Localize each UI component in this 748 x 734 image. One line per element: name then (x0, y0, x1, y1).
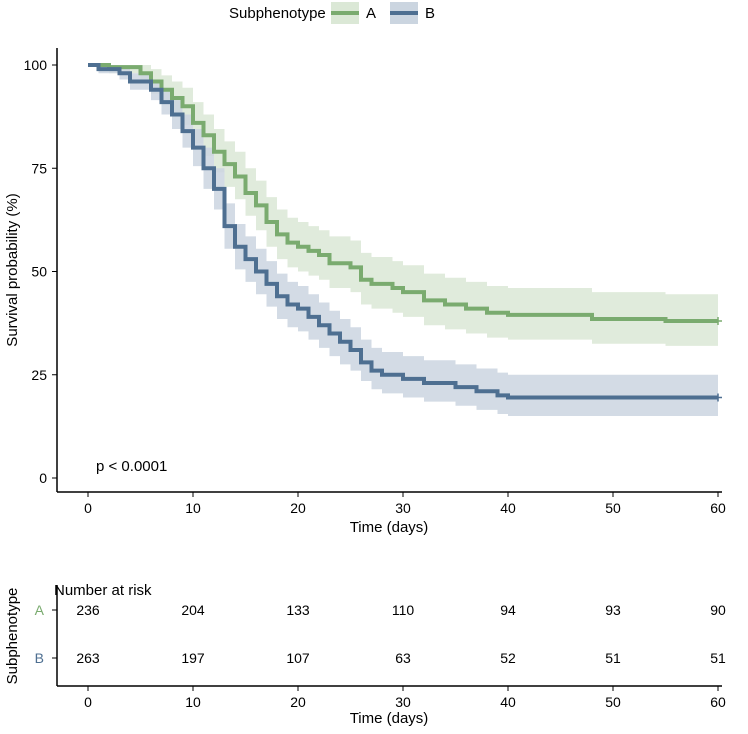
risk-value: 93 (605, 602, 621, 618)
y-tick-label: 25 (31, 367, 47, 383)
risk-value: 52 (500, 650, 516, 666)
censor-mark-a (714, 317, 722, 326)
y-axis-label: Survival probability (%) (4, 193, 21, 346)
y-tick-label: 75 (31, 160, 47, 176)
survival-curve-a (88, 63, 718, 324)
x-tick-label: 10 (185, 500, 201, 516)
risk-row-label-a: A (35, 602, 45, 618)
risk-row-label-b: B (35, 650, 44, 666)
risk-x-tick-label: 30 (395, 694, 411, 710)
risk-value: 94 (500, 602, 516, 618)
ci-band-b (88, 65, 718, 417)
risk-x-tick-label: 20 (290, 694, 306, 710)
survival-curve-b (88, 63, 718, 400)
risk-value: 63 (395, 650, 411, 666)
risk-value: 204 (181, 602, 205, 618)
risk-table-title: Number at risk (54, 582, 152, 599)
risk-value: 236 (76, 602, 100, 618)
y-tick-label: 0 (39, 470, 47, 486)
x-axis-label: Time (days) (350, 519, 429, 536)
risk-value: 110 (392, 602, 415, 618)
risk-value: 197 (181, 650, 205, 666)
x-tick-label: 50 (605, 500, 621, 516)
legend-title: Subphenotype (229, 5, 326, 22)
risk-value: 51 (710, 650, 726, 666)
risk-table-x-label: Time (days) (350, 710, 429, 727)
legend-label-a: A (366, 5, 376, 22)
risk-value: 133 (286, 602, 310, 618)
x-tick-label: 40 (500, 500, 516, 516)
risk-value: 263 (76, 650, 100, 666)
risk-x-tick-label: 40 (500, 694, 516, 710)
legend: Subphenotype A B (229, 2, 435, 24)
risk-x-tick-label: 10 (185, 694, 201, 710)
y-tick-label: 50 (31, 264, 47, 280)
censor-mark-b (714, 393, 722, 402)
risk-x-tick-label: 0 (84, 694, 92, 710)
risk-table-y-label: Subphenotype (4, 588, 21, 685)
x-tick-label: 20 (290, 500, 306, 516)
risk-value: 51 (605, 650, 621, 666)
y-tick-label: 100 (24, 57, 48, 73)
risk-value: 107 (286, 650, 310, 666)
risk-x-tick-label: 50 (605, 694, 621, 710)
x-tick-label: 0 (84, 500, 92, 516)
x-tick-label: 30 (395, 500, 411, 516)
x-tick-label: 60 (710, 500, 726, 516)
p-value-annotation: p < 0.0001 (96, 458, 167, 475)
legend-label-b: B (425, 5, 435, 22)
risk-x-tick-label: 60 (710, 694, 726, 710)
risk-value: 90 (710, 602, 726, 618)
